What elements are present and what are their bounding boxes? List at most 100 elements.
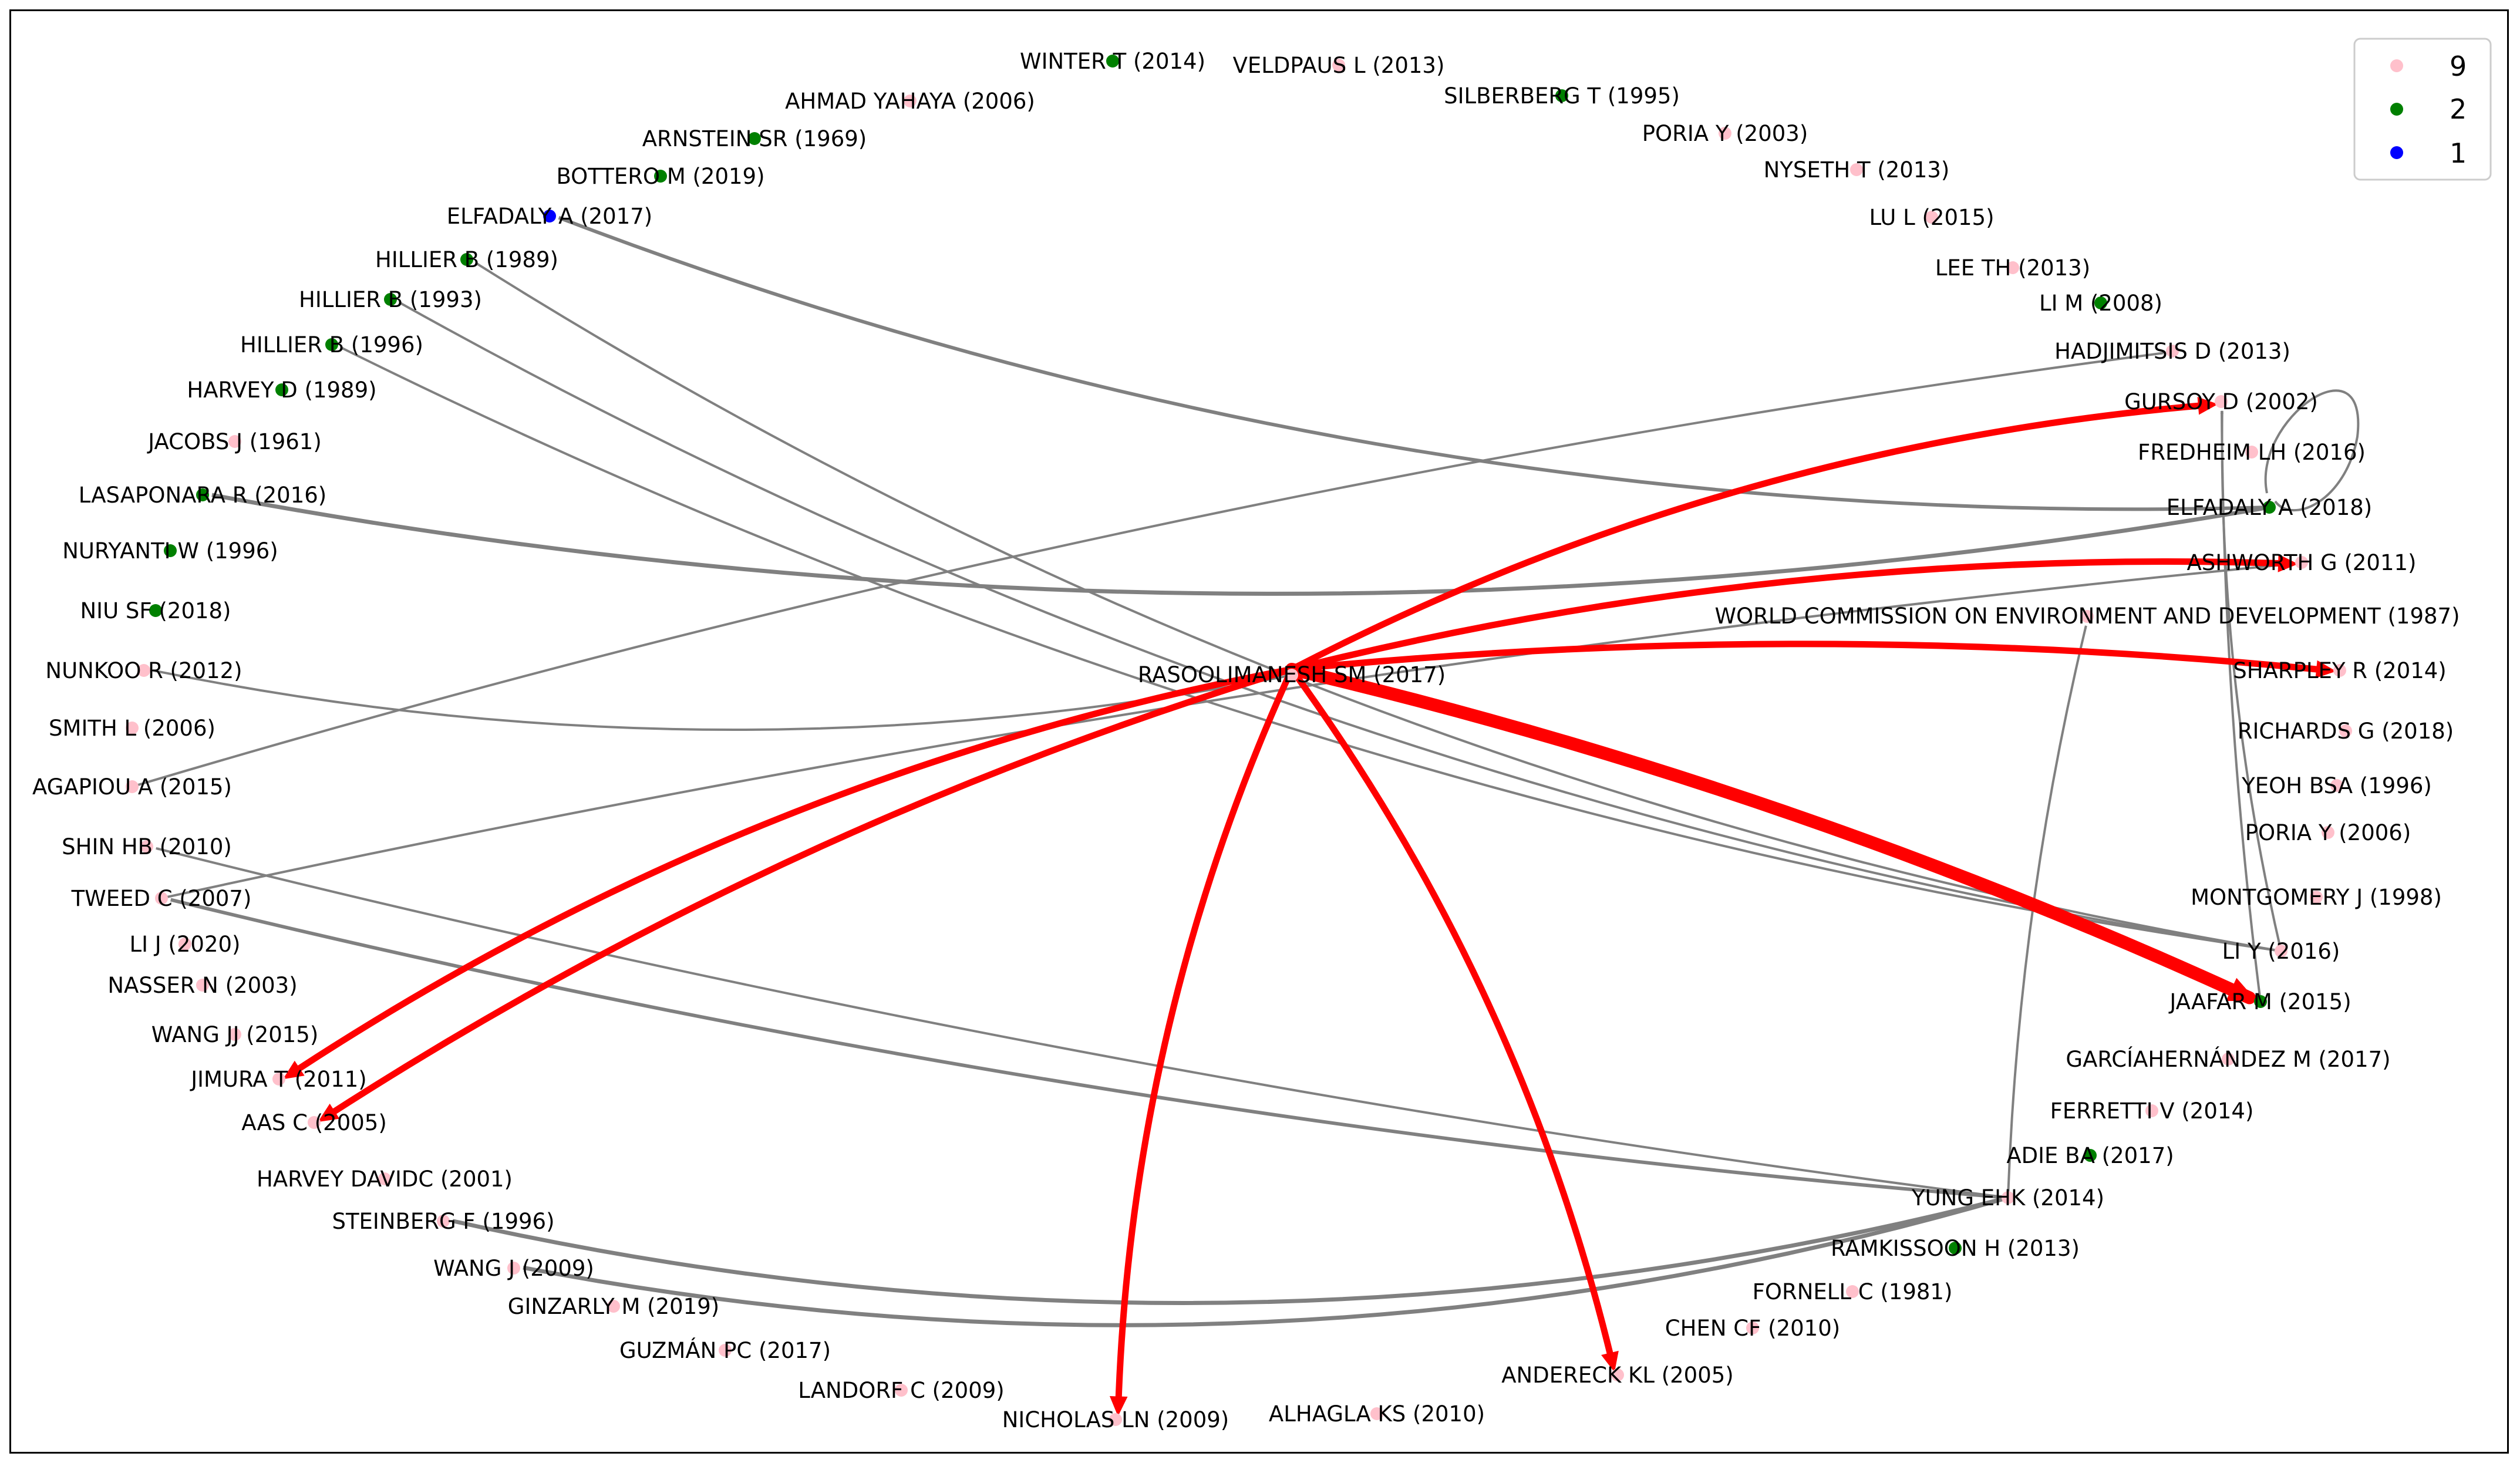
edges-grey bbox=[132, 215, 2360, 1327]
node-label-ashworth: ASHWORTH G (2011) bbox=[2187, 550, 2417, 575]
edge-rasoolimanesh-jimura bbox=[287, 666, 1295, 1078]
edge-rasoolimanesh-gursoy bbox=[1288, 402, 2214, 673]
node-label-arnstein: ARNSTEIN SR (1969) bbox=[642, 126, 867, 151]
legend-label-9: 9 bbox=[2450, 50, 2467, 82]
node-label-garcia: GARCÍAHERNÁNDEZ M (2017) bbox=[2066, 1046, 2390, 1072]
node-label-sharpley: SHARPLEY R (2014) bbox=[2233, 658, 2447, 683]
node-label-adie: ADIE BA (2017) bbox=[2006, 1143, 2174, 1168]
edge-yung-wangj bbox=[523, 1195, 2009, 1327]
node-label-nyseth: NYSETH T (2013) bbox=[1764, 157, 1950, 183]
node-label-yeoh: YEOH BSA (1996) bbox=[2241, 773, 2432, 798]
node-dot-montgomery bbox=[2310, 891, 2323, 904]
node-dot-sharpley bbox=[2333, 664, 2346, 677]
legend-dot-1 bbox=[2390, 146, 2403, 159]
node-label-ramkissoon: RAMKISSOON H (2013) bbox=[1831, 1236, 2080, 1261]
node-label-shin: SHIN HB (2010) bbox=[62, 834, 232, 859]
node-dot-nunkoo bbox=[137, 664, 150, 677]
node-dot-alhaglaks bbox=[1370, 1407, 1383, 1420]
node-dot-yeoh bbox=[2330, 779, 2343, 792]
node-label-wangj: WANG J (2009) bbox=[433, 1256, 594, 1281]
node-dot-lasaponara bbox=[196, 488, 209, 501]
node-label-gursoy: GURSOY D (2002) bbox=[2124, 389, 2318, 414]
node-dot-hillier1996 bbox=[325, 338, 338, 351]
node-label-lasaponara: LASAPONARA R (2016) bbox=[79, 483, 326, 508]
edge-rasoolimanesh-jaafar bbox=[1285, 663, 2256, 1004]
node-label-hillier1989: HILLIER B (1989) bbox=[375, 247, 558, 272]
node-label-andereck: ANDERECK KL (2005) bbox=[1501, 1363, 1733, 1388]
node-dot-andereck bbox=[1611, 1368, 1624, 1381]
node-dot-poria2003 bbox=[1719, 127, 1731, 140]
node-label-montgomery: MONTGOMERY J (1998) bbox=[2191, 885, 2442, 910]
edge-rasoolimanesh-andereck bbox=[1288, 666, 1616, 1368]
node-dot-guzman bbox=[719, 1344, 732, 1357]
node-dot-lul bbox=[1925, 211, 1938, 224]
node-label-rasoolimanesh: RASOOLIMANESH SM (2017) bbox=[1138, 662, 1446, 687]
node-label-elfadaly2017: ELFADALY A (2017) bbox=[447, 204, 653, 229]
edge-rasoolimanesh-nicholas bbox=[1115, 666, 1295, 1412]
node-dot-jaafar bbox=[2254, 995, 2267, 1008]
arrowhead-rasoolimanesh-jimura bbox=[282, 1060, 305, 1080]
node-dot-nicholas bbox=[1109, 1413, 1122, 1426]
node-dot-poria2006 bbox=[2322, 826, 2334, 839]
plot-frame bbox=[9, 9, 2509, 1454]
node-label-silberberg: SILBERBERG T (1995) bbox=[1444, 83, 1680, 109]
node-label-wangjj: WANG JJ (2015) bbox=[151, 1022, 319, 1047]
node-label-nuryanti: NURYANTI W (1996) bbox=[62, 538, 278, 564]
node-dot-niu bbox=[149, 604, 162, 617]
node-label-liy: LI Y (2016) bbox=[2222, 939, 2340, 964]
node-dot-silberberg bbox=[1555, 89, 1568, 102]
arrowhead-rasoolimanesh-gursoy bbox=[2197, 396, 2218, 415]
edge-liy-hillier1989 bbox=[474, 262, 2282, 952]
node-dot-liy bbox=[2275, 945, 2287, 958]
node-dot-fornell bbox=[1846, 1285, 1859, 1298]
edge-rasoolimanesh-sharpley bbox=[1288, 641, 2332, 674]
node-dot-ramkissoon bbox=[1949, 1242, 1962, 1255]
node-label-jimura: JIMURA T (2011) bbox=[190, 1067, 367, 1092]
node-dot-hillier1993 bbox=[384, 293, 397, 306]
node-label-winter: WINTER T (2014) bbox=[1020, 49, 1205, 74]
node-label-bottero: BOTTERO M (2019) bbox=[556, 164, 764, 189]
node-dot-agapiou bbox=[126, 780, 139, 793]
node-dot-adie bbox=[2084, 1149, 2097, 1162]
node-dot-hillier1989 bbox=[460, 253, 473, 266]
edge-agapiou-hadjimitsis bbox=[132, 352, 2164, 788]
node-dot-lij bbox=[178, 938, 191, 950]
node-dot-garcia bbox=[2222, 1053, 2235, 1066]
legend-label-2: 2 bbox=[2450, 93, 2467, 125]
node-dot-veldpaus bbox=[1332, 59, 1345, 72]
node-dot-ginzarly bbox=[607, 1300, 620, 1313]
node-dot-jacobs bbox=[228, 435, 241, 448]
node-label-ahmad: AHMAD YAHAYA (2006) bbox=[785, 89, 1035, 114]
node-dot-bottero bbox=[654, 170, 667, 183]
arrowhead-rasoolimanesh-jaafar bbox=[2226, 977, 2257, 1002]
arrowhead-rasoolimanesh-nicholas bbox=[1109, 1396, 1128, 1417]
node-label-leeth: LEE TH (2013) bbox=[1935, 255, 2090, 281]
edge-rasoolimanesh-nunkoo bbox=[153, 669, 1292, 732]
node-dot-aas bbox=[308, 1116, 321, 1129]
node-label-steinberg: STEINBERG F (1996) bbox=[332, 1209, 554, 1234]
node-label-nunkoo: NUNKOO R (2012) bbox=[45, 658, 242, 683]
node-dot-ferretti bbox=[2145, 1104, 2158, 1117]
node-dots bbox=[126, 55, 2352, 1426]
node-dot-gursoy bbox=[2215, 395, 2228, 408]
node-label-alhaglaks: ALHAGLA KS (2010) bbox=[1269, 1401, 1485, 1427]
node-label-jacobs: JACOBS J (1961) bbox=[147, 429, 322, 454]
node-label-landorf: LANDORF C (2009) bbox=[798, 1378, 1004, 1403]
edges-red bbox=[282, 396, 2336, 1417]
node-dot-landorf bbox=[895, 1384, 908, 1397]
edge-yung-shin bbox=[156, 847, 2009, 1199]
node-label-fredheim: FREDHEIM LH (2016) bbox=[2138, 440, 2366, 465]
node-label-jaafar: JAAFAR M (2015) bbox=[2168, 989, 2351, 1014]
node-dot-arnstein bbox=[748, 132, 761, 145]
edge-elfadaly2018-elfadaly2017 bbox=[558, 215, 2270, 511]
node-dot-wangjj bbox=[228, 1028, 241, 1041]
node-label-harvey1989: HARVEY D (1989) bbox=[187, 377, 376, 403]
node-label-ferretti: FERRETTI V (2014) bbox=[2050, 1098, 2254, 1124]
node-label-harveydavidc: HARVEY DAVIDC (2001) bbox=[257, 1167, 513, 1192]
legend: 9 2 1 bbox=[2353, 38, 2492, 181]
edge-yung-steinberg bbox=[452, 1195, 2009, 1305]
legend-label-1: 1 bbox=[2450, 137, 2467, 169]
node-dot-fredheim bbox=[2245, 446, 2258, 459]
node-label-smith: SMITH L (2006) bbox=[49, 716, 215, 741]
node-label-lim: LI M (2008) bbox=[2039, 291, 2162, 316]
